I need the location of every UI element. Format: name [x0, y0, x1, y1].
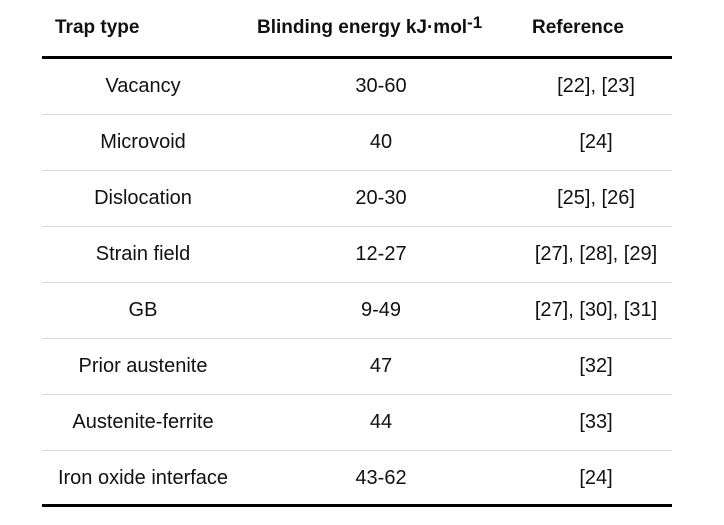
header-binding-energy-label: Blinding energy kJ·mol — [257, 17, 468, 38]
reference-cell: [33] — [579, 411, 613, 433]
binding-energy-cell: 30-60 — [355, 75, 407, 97]
table-row: Microvoid 40 [24] — [42, 115, 672, 171]
reference-cell: [22], [23] — [557, 75, 635, 97]
trap-type-cell: Vacancy — [105, 75, 181, 97]
reference-cell: [27], [30], [31] — [534, 299, 658, 321]
trap-type-cell: Iron oxide interface — [57, 467, 229, 489]
reference-cell: [32] — [579, 355, 613, 377]
trap-type-cell: GB — [128, 299, 158, 321]
reference-cell: [24] — [579, 131, 613, 153]
header-reference: Reference — [532, 17, 624, 38]
binding-energy-cell: 12-27 — [355, 243, 407, 265]
table-row: Dislocation 20-30 [25], [26] — [42, 171, 672, 227]
trap-type-cell: Austenite-ferrite — [72, 411, 214, 433]
binding-energy-cell: 47 — [369, 355, 393, 377]
table-header: Trap type Blinding energy kJ·mol-1 Refer… — [42, 0, 672, 59]
trap-type-cell: Dislocation — [94, 187, 192, 209]
binding-energy-cell: 43-62 — [355, 467, 407, 489]
trap-type-cell: Strain field — [95, 243, 191, 265]
reference-cell: [25], [26] — [557, 187, 635, 209]
table-row: Austenite-ferrite 44 [33] — [42, 395, 672, 451]
header-binding-energy-exponent: -1 — [467, 13, 483, 32]
table-row: Strain field 12-27 [27], [28], [29] — [42, 227, 672, 283]
reference-cell: [24] — [579, 467, 613, 489]
table-row: Iron oxide interface 43-62 [24] — [42, 451, 672, 507]
reference-cell: [27], [28], [29] — [534, 243, 658, 265]
header-trap-type: Trap type — [55, 17, 140, 38]
trap-energy-table: Trap type Blinding energy kJ·mol-1 Refer… — [42, 0, 672, 507]
binding-energy-cell: 40 — [369, 131, 393, 153]
table-row: Prior austenite 47 [32] — [42, 339, 672, 395]
binding-energy-cell: 9-49 — [360, 299, 402, 321]
trap-type-cell: Microvoid — [100, 131, 186, 153]
header-binding-energy: Blinding energy kJ·mol-1 — [257, 13, 482, 39]
table-row: Vacancy 30-60 [22], [23] — [42, 59, 672, 115]
trap-type-cell: Prior austenite — [78, 355, 208, 377]
table-body: Vacancy 30-60 [22], [23] Microvoid 40 [2… — [42, 59, 672, 507]
binding-energy-cell: 20-30 — [355, 187, 407, 209]
table-row: GB 9-49 [27], [30], [31] — [42, 283, 672, 339]
binding-energy-cell: 44 — [369, 411, 393, 433]
